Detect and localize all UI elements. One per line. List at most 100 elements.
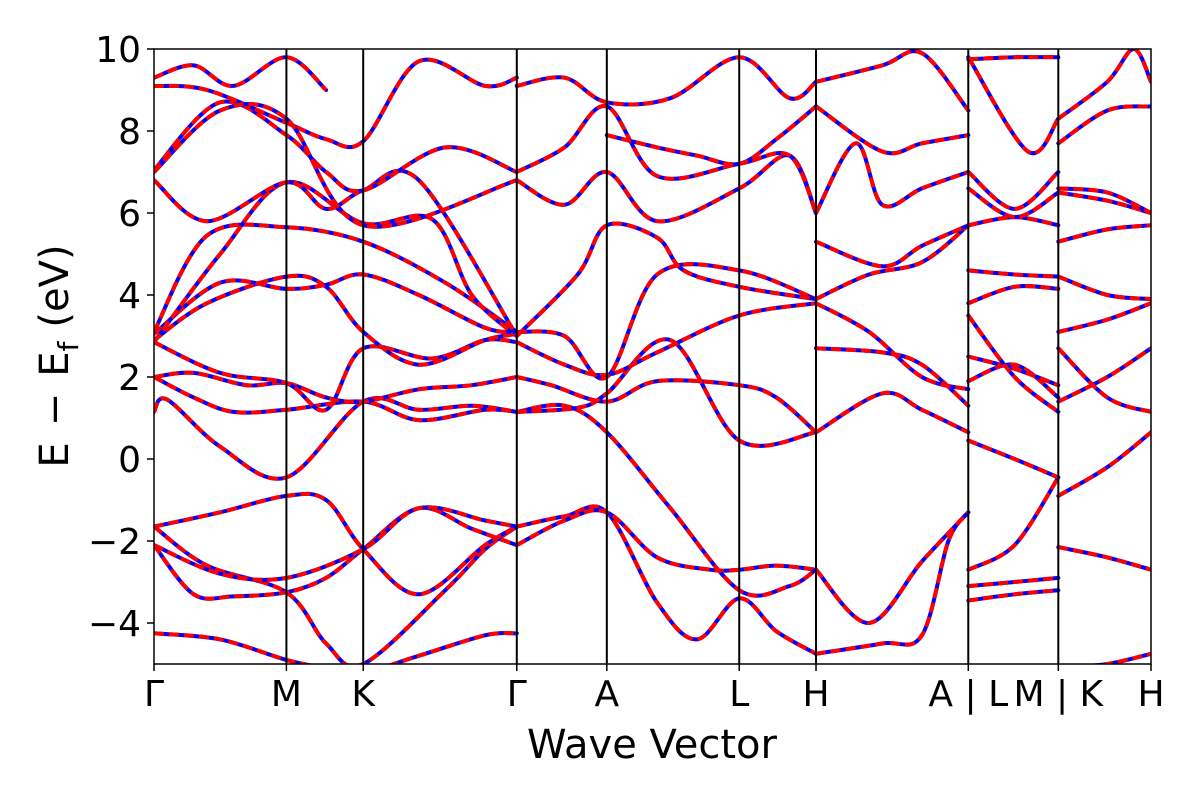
band-line-red bbox=[516, 55, 818, 107]
band-line-red bbox=[966, 170, 1060, 211]
band-line-blue bbox=[814, 223, 971, 302]
band-line-red bbox=[966, 314, 1060, 414]
band-lines bbox=[154, 49, 1151, 664]
band-line-red bbox=[1089, 651, 1151, 664]
band-line-blue bbox=[154, 168, 519, 338]
band-line-red bbox=[154, 524, 518, 664]
band-line-red bbox=[154, 491, 518, 597]
y-tick-label: 6 bbox=[118, 194, 141, 235]
band-line-red bbox=[815, 223, 970, 269]
band-line-red bbox=[968, 588, 1059, 603]
band-line-red bbox=[1057, 49, 1151, 121]
x-tick-label: Γ bbox=[507, 674, 527, 715]
band-line-red bbox=[154, 101, 518, 229]
band-line-red bbox=[1057, 545, 1151, 572]
band-line-red bbox=[967, 362, 1060, 400]
band-line-red bbox=[815, 49, 970, 112]
y-tick-label: −2 bbox=[88, 522, 141, 563]
band-line-red bbox=[154, 222, 518, 334]
band-line-red bbox=[154, 272, 518, 336]
x-tick-label: M bbox=[271, 674, 302, 715]
band-line-red bbox=[967, 354, 1059, 388]
band-line-red bbox=[1057, 274, 1151, 302]
band-line-red bbox=[967, 186, 1060, 220]
band-line-red bbox=[1057, 104, 1151, 145]
x-tick-label: M | K bbox=[1013, 674, 1104, 715]
band-line-blue bbox=[154, 505, 519, 601]
band-line-red bbox=[1057, 190, 1151, 215]
band-line-red bbox=[1057, 301, 1151, 334]
band-line-blue bbox=[154, 505, 519, 582]
y-tick-label: −4 bbox=[88, 604, 141, 645]
band-line-red bbox=[154, 396, 518, 481]
band-line-red bbox=[516, 262, 817, 381]
y-tick-label: 2 bbox=[118, 358, 141, 399]
band-line-blue bbox=[154, 55, 329, 92]
band-line-red bbox=[515, 104, 818, 214]
band-line-blue bbox=[514, 153, 818, 224]
band-line-red bbox=[154, 375, 518, 423]
band-line-red bbox=[966, 56, 1060, 156]
band-line-red bbox=[516, 337, 817, 448]
band-line-blue bbox=[1056, 104, 1151, 146]
band-line-blue bbox=[1056, 430, 1151, 498]
band-line-red bbox=[154, 57, 518, 150]
band-line-red bbox=[815, 511, 970, 656]
band-line-red bbox=[1057, 223, 1151, 244]
band-line-red bbox=[516, 402, 818, 598]
band-line-red bbox=[516, 504, 817, 656]
x-tick-label: A | L bbox=[928, 674, 1008, 715]
band-line-blue bbox=[814, 104, 971, 156]
band-line-red bbox=[968, 55, 1059, 62]
y-axis-title-E2: E bbox=[32, 351, 78, 376]
band-line-red bbox=[1058, 186, 1151, 215]
x-tick-label: Γ bbox=[144, 674, 164, 715]
band-line-red bbox=[154, 505, 518, 601]
band-line-blue bbox=[814, 346, 971, 408]
x-tick-label: H bbox=[802, 674, 829, 715]
y-tick-label: 10 bbox=[95, 30, 141, 71]
band-line-blue bbox=[966, 475, 1061, 572]
y-tick-label: 8 bbox=[118, 112, 141, 153]
band-line-red bbox=[814, 141, 969, 214]
y-axis-title-subscript: f bbox=[52, 340, 85, 351]
x-tick-label: K bbox=[351, 674, 376, 715]
band-line-blue bbox=[514, 104, 818, 215]
band-line-red bbox=[154, 273, 518, 367]
y-tick-label: 0 bbox=[118, 440, 141, 481]
y-axis-ticks: −4 −2 0 2 4 6 8 10 bbox=[88, 30, 154, 645]
x-tick-label: A bbox=[595, 674, 620, 715]
high-symmetry-lines bbox=[285, 49, 1060, 664]
band-line-blue bbox=[814, 301, 971, 392]
band-line-blue bbox=[154, 99, 519, 194]
band-line-red bbox=[968, 268, 1059, 279]
x-tick-label: H bbox=[1137, 674, 1164, 715]
band-line-red bbox=[515, 221, 817, 338]
band-line-red bbox=[515, 301, 817, 378]
band-line-blue bbox=[966, 186, 1061, 220]
band-line-red bbox=[154, 99, 518, 194]
y-tick-label: 4 bbox=[118, 276, 141, 317]
band-line-blue bbox=[154, 491, 519, 597]
x-axis-title: Wave Vector bbox=[527, 722, 778, 768]
band-line-blue bbox=[814, 390, 971, 435]
y-axis-title: E − Ef (eV) bbox=[32, 244, 85, 467]
band-line-red bbox=[967, 476, 1060, 572]
band-line-red bbox=[815, 346, 970, 408]
band-line-red bbox=[154, 630, 517, 664]
band-line-red bbox=[154, 168, 519, 338]
band-line-blue bbox=[514, 504, 818, 656]
band-line-red bbox=[967, 438, 1060, 480]
y-axis-title-E1: E bbox=[32, 442, 78, 467]
band-line-red bbox=[154, 370, 518, 404]
band-line-red bbox=[814, 104, 969, 156]
band-line-red bbox=[1056, 346, 1151, 414]
band-line-blue bbox=[966, 55, 1061, 156]
x-tick-label: L bbox=[729, 674, 749, 715]
band-line-red bbox=[815, 301, 969, 392]
band-line-red bbox=[967, 284, 1059, 306]
y-axis-title-unit: (eV) bbox=[32, 244, 78, 327]
y-axis-title-minus: − bbox=[32, 393, 78, 427]
band-line-blue bbox=[154, 524, 519, 664]
